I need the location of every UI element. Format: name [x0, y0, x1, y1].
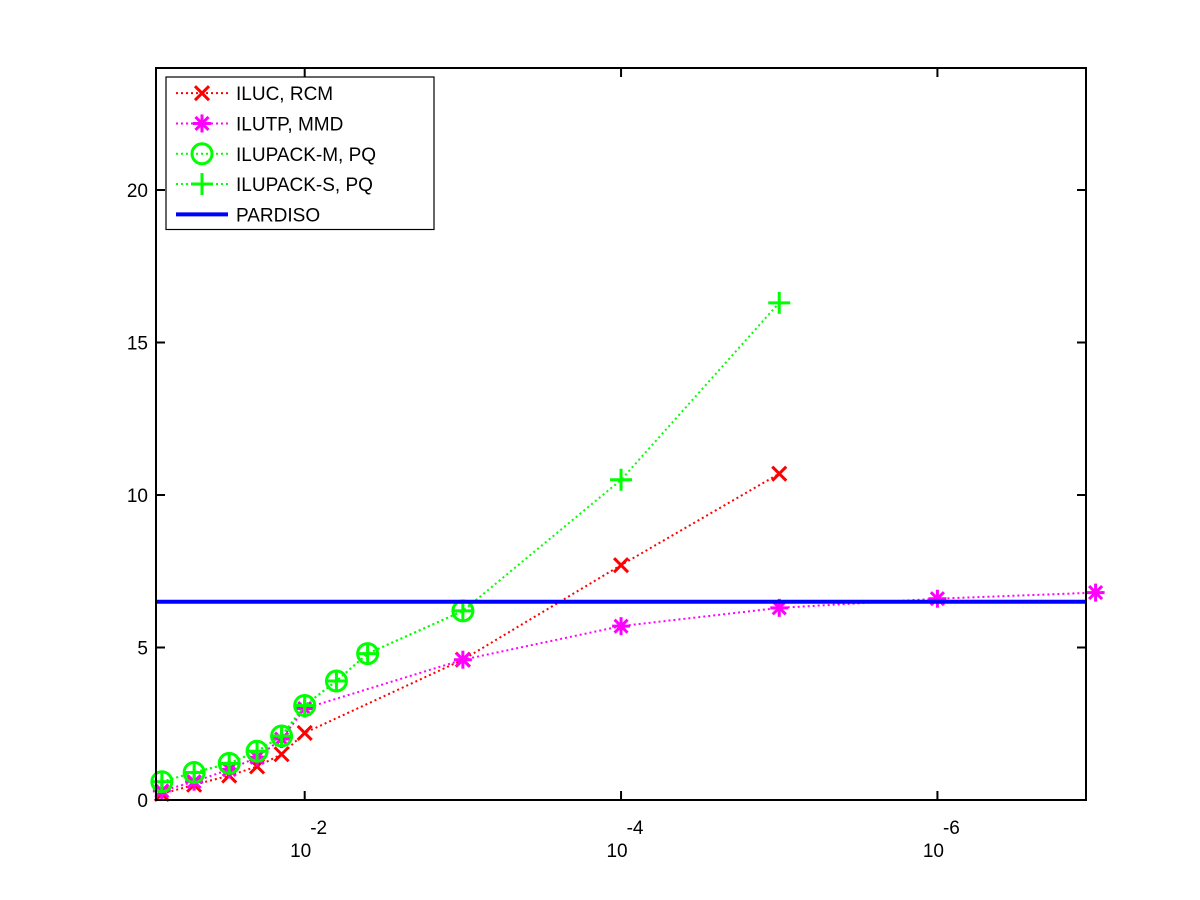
x-tick-label-base-10e-2: 10 [290, 841, 311, 862]
series-layer [150, 291, 1105, 802]
legend-entry-pardiso: PARDISO [176, 205, 320, 226]
series-ilupack-s-pq-point-4 [270, 724, 293, 747]
y-tick-label-0: 0 [137, 791, 148, 812]
legend-entry-ilupack-s-pq: ILUPACK-S, PQ [176, 173, 373, 196]
y-tick-label-10: 10 [127, 486, 148, 507]
legend-entry-ilutp-mmd-marker [193, 114, 211, 133]
x-tick-label-base-10e-6: 10 [923, 841, 944, 862]
series-iluc-rcm-point-4 [273, 746, 290, 763]
legend: ILUC, RCM ILUTP, MMD ILUPACK-M, PQ ILUPACK-… [165, 76, 435, 231]
series-ilupack-s-pq-point-2 [218, 752, 241, 775]
y-tick-label-15: 15 [127, 334, 148, 355]
series-ilutp-mmd-point-7 [612, 617, 631, 636]
series-ilupack-s-pq-point-1 [183, 761, 206, 784]
series-ilupack-s-pq [150, 291, 791, 793]
legend-entry-ilupack-m-pq-marker [190, 142, 214, 166]
x-tick-label-exponent-10e-2: -2 [310, 818, 327, 839]
series-ilutp-mmd-point-6-stroke-b [455, 652, 471, 668]
y-tick-label-20: 20 [127, 181, 148, 202]
series-ilupack-s-pq-point-6 [325, 670, 348, 693]
series-iluc-rcm-point-4-stroke-b [273, 746, 290, 763]
series-iluc-rcm-point-7 [612, 557, 630, 574]
x-tick-label-exponent-10e-6: -6 [943, 818, 960, 839]
series-ilutp-mmd-point-10-stroke-b [1088, 585, 1104, 601]
series-iluc-rcm-point-8 [771, 465, 788, 482]
legend-entry-ilupack-m-pq-label: ILUPACK-M, PQ [236, 145, 376, 166]
legend-entry-iluc-rcm-marker [193, 85, 211, 102]
series-ilutp-mmd-point-9 [928, 589, 947, 608]
series-iluc-rcm-point-7-stroke-b [612, 557, 630, 574]
series-ilutp-mmd-point-7-stroke-b [613, 618, 629, 634]
legend-entry-ilupack-s-pq-label: ILUPACK-S, PQ [236, 175, 373, 196]
series-iluc-rcm-point-5-stroke-b [296, 724, 313, 741]
legend-entry-ilutp-mmd: ILUTP, MMD [176, 114, 343, 135]
legend-box [165, 76, 435, 231]
series-ilutp-mmd-point-6 [453, 650, 472, 669]
series-ilupack-s-pq-point-0 [150, 770, 173, 793]
series-ilupack-s-pq-point-5 [293, 694, 316, 717]
legend-entry-ilutp-mmd-marker-stroke-b [194, 115, 210, 132]
legend-entry-ilupack-m-pq: ILUPACK-M, PQ [176, 142, 376, 166]
series-ilutp-mmd-point-10 [1086, 583, 1105, 602]
legend-entry-ilutp-mmd-label: ILUTP, MMD [236, 114, 343, 135]
series-iluc-rcm-point-8-stroke-b [771, 465, 788, 482]
series-ilupack-s-pq-point-9 [610, 468, 633, 491]
legend-entry-iluc-rcm-marker-stroke-b [193, 85, 211, 102]
y-tick-label-5: 5 [137, 639, 148, 660]
series-ilupack-s-pq-point-3 [246, 740, 269, 763]
series-ilupack-s-pq-point-10 [768, 291, 791, 314]
x-tick-label-base-10e-4: 10 [606, 841, 627, 862]
legend-entry-pardiso-label: PARDISO [236, 205, 320, 226]
legend-entry-ilupack-s-pq-marker [191, 173, 213, 196]
series-ilupack-s-pq-point-7 [356, 642, 379, 665]
legend-entry-iluc-rcm: ILUC, RCM [176, 84, 333, 105]
series-ilupack-s-pq-line [161, 302, 780, 783]
legend-entry-iluc-rcm-label: ILUC, RCM [236, 84, 333, 105]
x-tick-label-exponent-10e-4: -4 [627, 818, 644, 839]
series-iluc-rcm-point-5 [296, 724, 313, 741]
